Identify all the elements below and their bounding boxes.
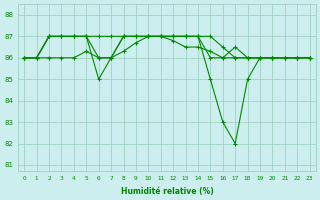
X-axis label: Humidité relative (%): Humidité relative (%) xyxy=(121,187,213,196)
